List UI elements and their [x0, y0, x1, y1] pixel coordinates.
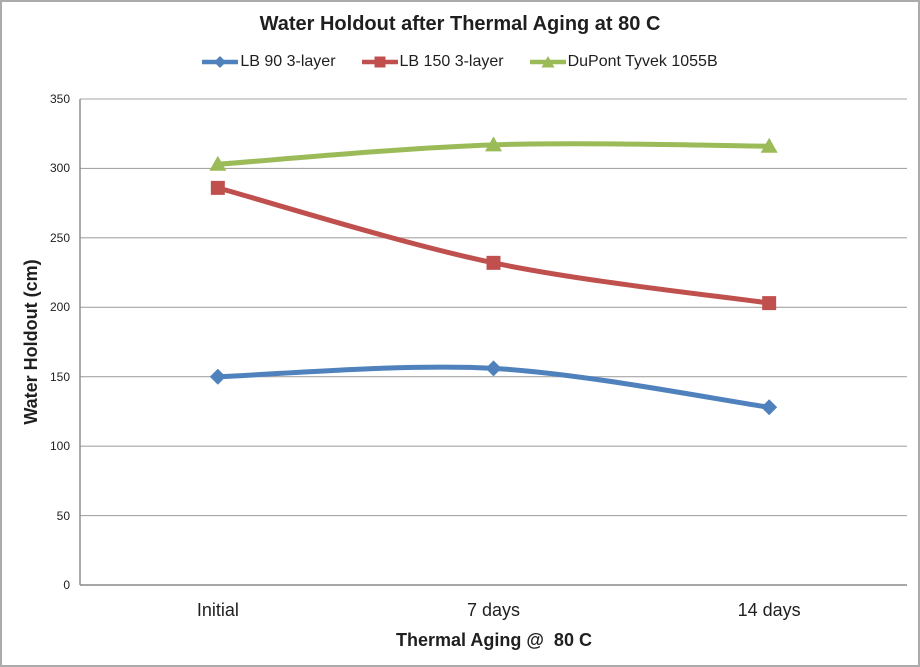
- x-axis-title: Thermal Aging @ 80 C: [396, 630, 592, 650]
- square-marker-icon: [486, 255, 501, 270]
- legend-item: LB 90 3-layer: [202, 53, 336, 71]
- diamond-marker-icon: [485, 360, 502, 377]
- legend-item: LB 150 3-layer: [361, 53, 504, 71]
- x-tick-label: 7 days: [466, 600, 521, 620]
- y-tick-label: 150: [49, 369, 70, 384]
- legend-label: LB 150 3-layer: [399, 53, 504, 70]
- triangle-marker-icon: [485, 136, 502, 152]
- legend: LB 90 3-layer LB 150 3-layer DuPont Tyvek …: [2, 53, 918, 71]
- series-line: [215, 185, 772, 306]
- triangle-marker-icon: [760, 137, 778, 153]
- y-axis-title: Water Holdout (cm): [21, 259, 41, 425]
- square-marker-icon: [210, 180, 225, 195]
- diamond-legend-marker-icon: [202, 56, 239, 68]
- y-tick-label: 100: [49, 439, 70, 454]
- y-tick-label: 250: [49, 230, 70, 245]
- y-tick-label: 200: [49, 300, 70, 315]
- square-marker-icon: [762, 296, 777, 311]
- legend-item: DuPont Tyvek 1055B: [529, 53, 718, 71]
- square-legend-marker-icon: [361, 56, 398, 68]
- y-tick-label: 350: [49, 92, 70, 106]
- triangle-legend-marker-icon: [529, 56, 566, 68]
- x-tick-label: 14 days: [737, 600, 801, 620]
- triangle-marker-icon: [209, 155, 227, 171]
- y-tick-label: 300: [49, 161, 70, 176]
- legend-label: DuPont Tyvek 1055B: [567, 53, 718, 70]
- legend-label: LB 90 3-layer: [240, 53, 336, 70]
- chart-title: Water Holdout after Thermal Aging at 80 …: [259, 13, 661, 35]
- y-tick-label: 50: [56, 508, 70, 523]
- y-tick-label: 0: [63, 578, 70, 592]
- diamond-marker-icon: [209, 368, 226, 385]
- x-tick-label: Initial: [196, 600, 239, 620]
- diamond-marker-icon: [761, 399, 778, 416]
